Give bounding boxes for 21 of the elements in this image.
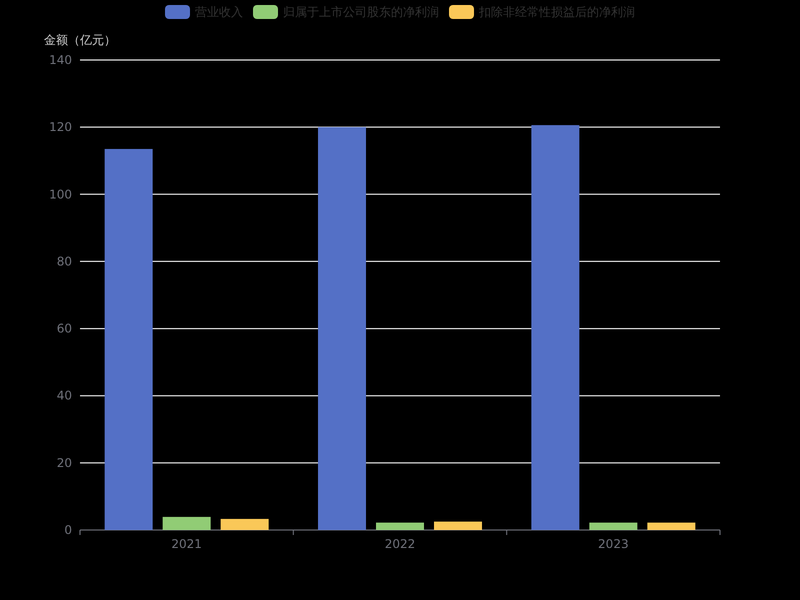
bar (220, 518, 269, 530)
y-axis-title: 金额（亿元） (44, 33, 116, 47)
y-tick-label: 0 (64, 523, 72, 537)
y-tick-label: 120 (49, 120, 72, 134)
bar (589, 522, 638, 530)
y-tick-label: 40 (56, 388, 72, 403)
bar (318, 127, 366, 530)
bar (531, 125, 580, 530)
y-tick-label: 140 (49, 53, 72, 67)
bar (376, 522, 424, 530)
x-tick-label: 2023 (598, 537, 629, 551)
x-tick-label: 2021 (171, 537, 202, 551)
bar (162, 516, 211, 530)
y-tick-label: 80 (56, 254, 72, 268)
x-tick-label: 2022 (384, 537, 416, 551)
y-tick-label: 100 (49, 187, 72, 202)
bar (434, 522, 482, 530)
y-tick-label: 20 (56, 456, 72, 470)
bar (647, 522, 696, 530)
y-tick-label: 60 (56, 322, 72, 336)
bar (104, 148, 153, 530)
